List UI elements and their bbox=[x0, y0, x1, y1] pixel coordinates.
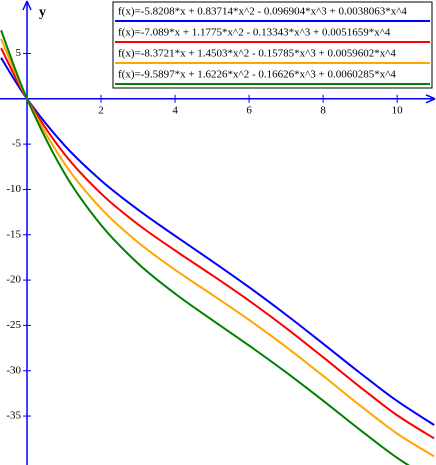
y-tick-label: -10 bbox=[6, 183, 21, 195]
curve bbox=[0, 47, 435, 440]
y-tick-label: -20 bbox=[6, 274, 21, 286]
x-axis-arrow bbox=[425, 94, 436, 104]
x-tick-label: 8 bbox=[320, 104, 326, 116]
legend: f(x)=-5.8208*x + 0.83714*x^2 - 0.096904*… bbox=[112, 1, 433, 89]
y-tick-label: -35 bbox=[6, 410, 21, 422]
curves bbox=[0, 29, 435, 465]
x-tick-label: 2 bbox=[98, 104, 104, 116]
y-axis-arrow bbox=[22, 0, 32, 11]
y-axis-label: y bbox=[39, 5, 46, 20]
legend-label: f(x)=-9.5897*x + 1.6226*x^2 - 0.16626*x^… bbox=[118, 69, 396, 81]
curve bbox=[0, 57, 435, 426]
y-tick-label: -15 bbox=[6, 228, 21, 240]
y-tick-label: -5 bbox=[12, 138, 22, 150]
y-tick-label: -25 bbox=[6, 319, 21, 331]
y-tick-label: -30 bbox=[6, 364, 21, 376]
legend-label: f(x)=-8.3721*x + 1.4503*x^2 - 0.15785*x^… bbox=[118, 48, 396, 60]
legend-label: f(x)=-5.8208*x + 0.83714*x^2 - 0.096904*… bbox=[118, 6, 407, 18]
curve bbox=[0, 29, 410, 465]
curve bbox=[0, 38, 435, 458]
x-tick-label: 4 bbox=[172, 104, 178, 116]
legend-label: f(x)=-7.089*x + 1.1775*x^2 - 0.13343*x^3… bbox=[118, 27, 391, 39]
x-tick-label: 10 bbox=[392, 104, 404, 116]
y-tick-label: 5 bbox=[16, 47, 22, 59]
legend-box bbox=[112, 1, 433, 89]
x-tick-label: 6 bbox=[246, 104, 252, 116]
